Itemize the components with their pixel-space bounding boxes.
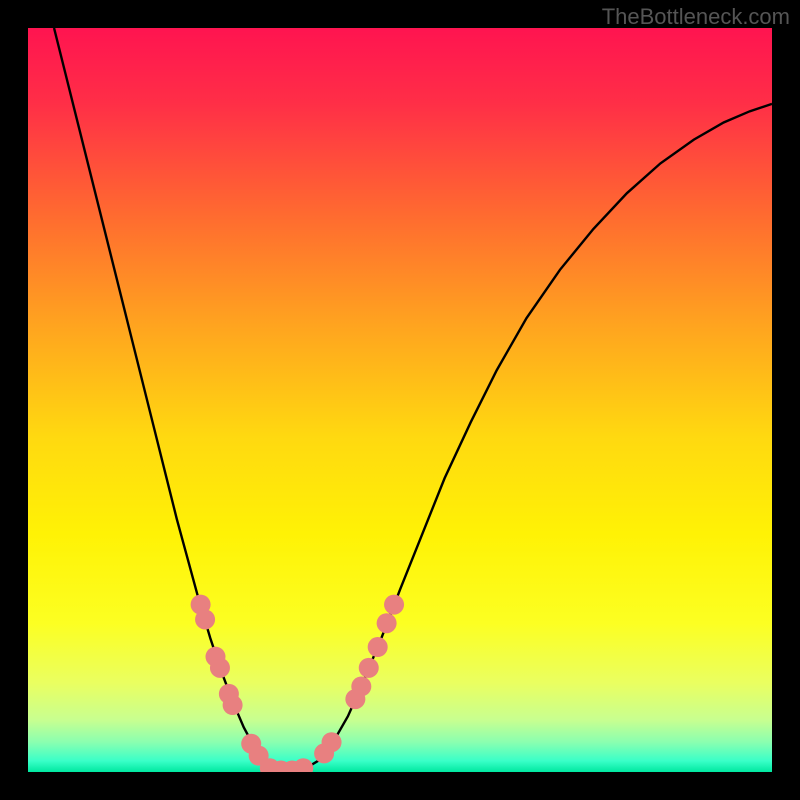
data-point [384,595,404,615]
data-point [359,658,379,678]
data-point [195,609,215,629]
data-point [210,658,230,678]
chart-container [28,28,772,772]
data-point [377,613,397,633]
data-point [351,676,371,696]
data-point [368,637,388,657]
data-point [322,732,342,752]
chart-background [28,28,772,772]
data-point [223,695,243,715]
bottleneck-chart [28,28,772,772]
watermark-text: TheBottleneck.com [602,4,790,30]
